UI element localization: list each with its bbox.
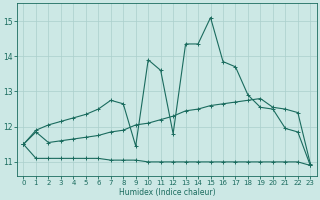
X-axis label: Humidex (Indice chaleur): Humidex (Indice chaleur) (119, 188, 215, 197)
